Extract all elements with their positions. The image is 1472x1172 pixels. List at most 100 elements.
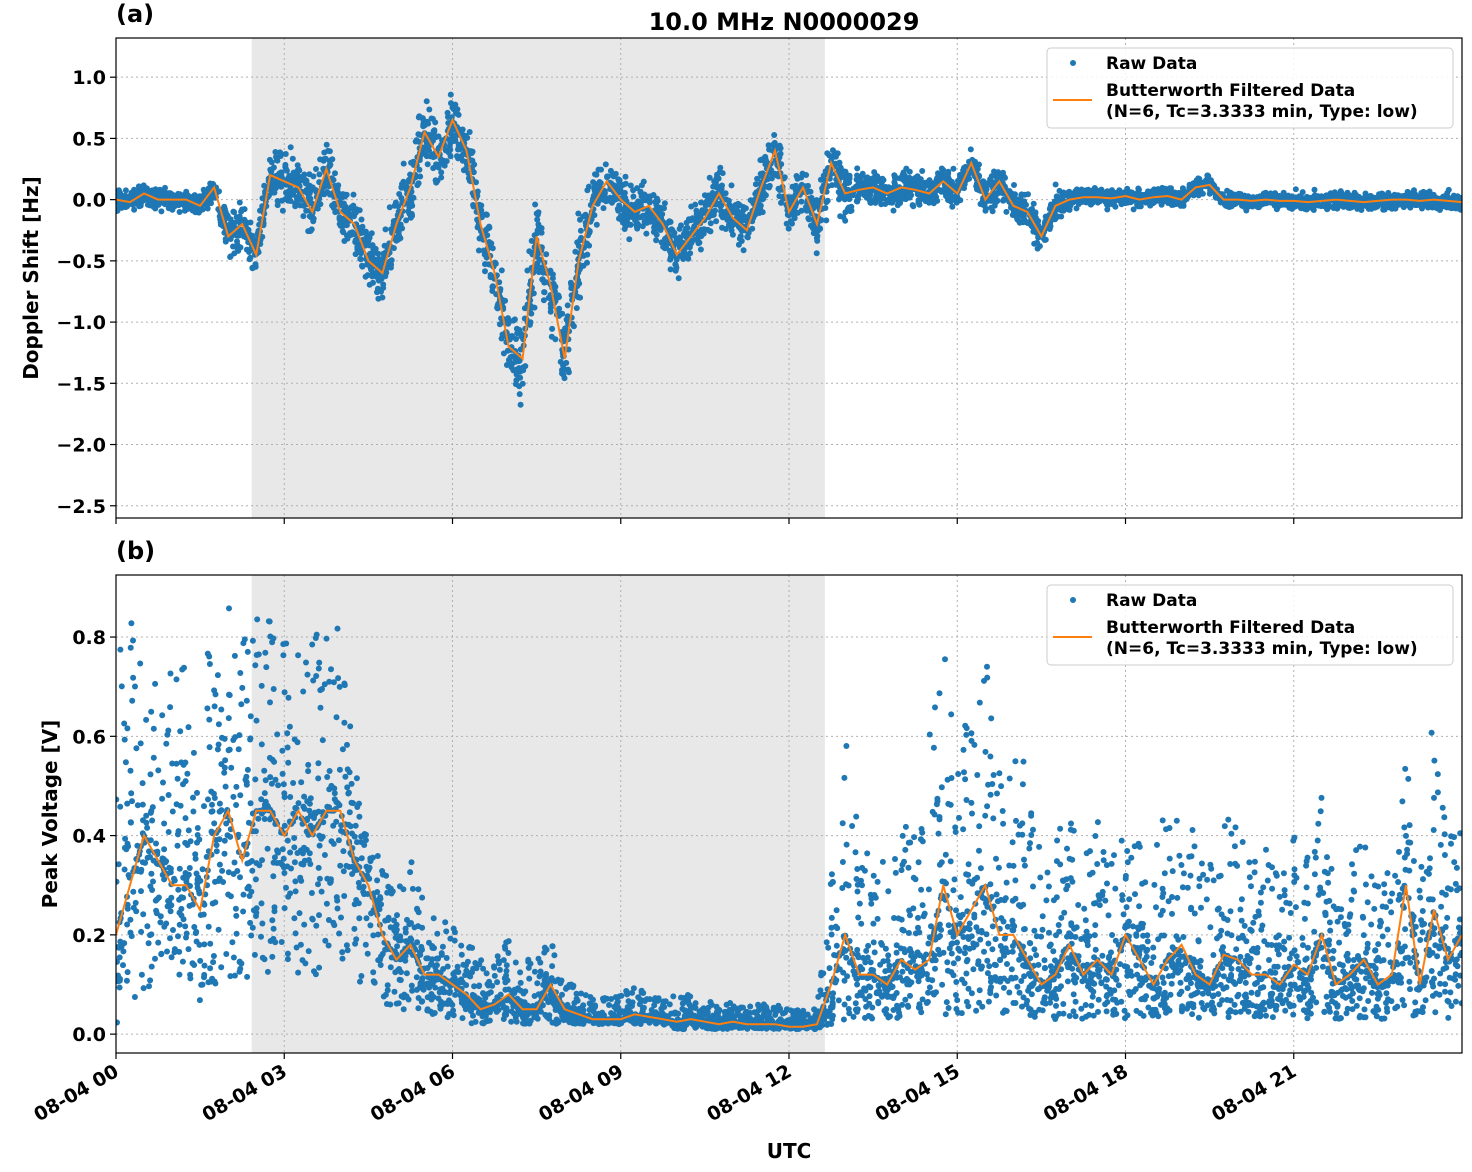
- raw-point: [759, 209, 766, 216]
- raw-point: [292, 930, 299, 937]
- raw-point: [213, 848, 220, 855]
- raw-point: [1299, 189, 1306, 196]
- raw-point: [137, 740, 144, 747]
- raw-point: [570, 323, 577, 330]
- raw-point: [122, 204, 129, 211]
- raw-point: [1320, 200, 1327, 207]
- raw-point: [313, 166, 319, 172]
- raw-point: [247, 219, 254, 226]
- raw-point: [762, 158, 769, 165]
- raw-point: [1053, 213, 1059, 220]
- raw-point: [366, 281, 373, 288]
- raw-point: [259, 857, 265, 864]
- raw-point: [875, 196, 882, 203]
- raw-point: [1058, 207, 1065, 214]
- raw-point: [1097, 198, 1104, 205]
- raw-point: [403, 217, 410, 224]
- chart-title: 10.0 MHz N0000029: [649, 8, 920, 36]
- raw-point: [210, 959, 217, 966]
- raw-point: [252, 776, 259, 783]
- raw-point: [142, 859, 149, 866]
- x-tick-label: 08-04 03: [198, 1060, 290, 1126]
- raw-point: [413, 137, 420, 144]
- raw-point: [138, 928, 145, 935]
- raw-point: [428, 115, 435, 122]
- raw-point: [214, 746, 221, 753]
- raw-point: [637, 188, 644, 195]
- raw-point: [986, 180, 993, 187]
- raw-point: [577, 294, 584, 301]
- raw-point: [247, 254, 254, 261]
- raw-point: [612, 194, 619, 201]
- raw-point: [281, 822, 288, 829]
- raw-point: [267, 166, 274, 173]
- raw-point: [132, 899, 139, 906]
- raw-point: [239, 684, 246, 691]
- raw-point: [650, 192, 657, 198]
- raw-point: [213, 842, 220, 849]
- raw-point: [261, 767, 268, 774]
- raw-point: [185, 946, 192, 953]
- raw-point: [128, 620, 135, 627]
- raw-point: [814, 233, 821, 239]
- y-tick-label: 0.4: [72, 826, 106, 848]
- raw-point: [210, 953, 217, 959]
- raw-point: [395, 203, 402, 210]
- raw-point: [271, 758, 278, 765]
- raw-point: [186, 865, 193, 871]
- raw-point: [267, 774, 274, 781]
- raw-point: [899, 176, 906, 183]
- raw-point: [967, 146, 974, 153]
- raw-point: [916, 201, 923, 208]
- raw-point: [630, 193, 637, 200]
- raw-point: [211, 978, 218, 985]
- raw-point: [196, 997, 203, 1004]
- x-tick-label: 08-04 15: [871, 1060, 963, 1126]
- raw-point: [1011, 182, 1017, 188]
- raw-point: [230, 793, 237, 800]
- raw-point: [127, 767, 134, 774]
- raw-point: [565, 369, 572, 376]
- raw-point: [422, 148, 429, 155]
- raw-point: [221, 769, 228, 776]
- raw-point: [281, 905, 288, 912]
- raw-point: [248, 888, 255, 895]
- raw-point: [716, 169, 723, 175]
- raw-point: [508, 334, 515, 341]
- raw-point: [165, 829, 172, 835]
- raw-point: [875, 192, 882, 199]
- raw-point: [243, 697, 250, 704]
- raw-point: [709, 190, 716, 196]
- raw-point: [386, 204, 393, 211]
- raw-point: [709, 210, 716, 217]
- raw-point: [754, 175, 761, 182]
- raw-point: [877, 184, 884, 191]
- raw-point: [176, 971, 183, 978]
- raw-point: [600, 205, 607, 212]
- raw-point: [249, 867, 256, 874]
- raw-point: [238, 960, 245, 967]
- raw-point: [808, 222, 814, 229]
- raw-point: [1030, 228, 1037, 235]
- raw-point: [891, 181, 898, 187]
- raw-point: [245, 819, 252, 826]
- raw-point: [1325, 204, 1332, 211]
- raw-point: [832, 160, 839, 167]
- raw-point: [1292, 186, 1299, 193]
- raw-point: [267, 938, 274, 944]
- raw-point: [167, 935, 173, 942]
- raw-point: [237, 965, 244, 972]
- raw-point: [271, 854, 278, 861]
- raw-point: [638, 182, 645, 189]
- raw-data-series: [116, 91, 1462, 408]
- raw-point: [879, 175, 886, 182]
- raw-point: [221, 735, 228, 742]
- raw-point: [805, 188, 812, 195]
- raw-point: [424, 161, 431, 168]
- raw-point: [130, 888, 137, 895]
- raw-point: [832, 181, 839, 188]
- raw-point: [193, 928, 200, 935]
- raw-point: [196, 836, 203, 843]
- raw-point: [474, 188, 481, 195]
